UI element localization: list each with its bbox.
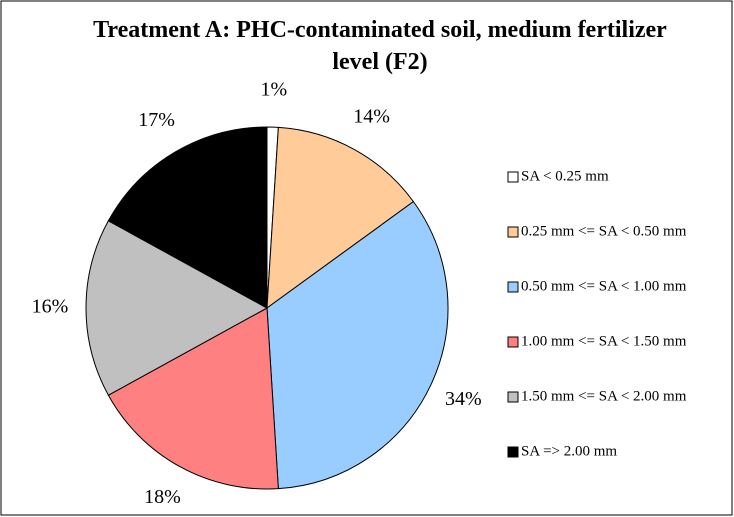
legend-label: SA => 2.00 mm — [521, 443, 617, 459]
legend-label: 1.50 mm <= SA < 2.00 mm — [521, 388, 687, 404]
pie-slice — [107, 126, 268, 309]
data-label: 16% — [32, 296, 69, 318]
pie-slice — [266, 126, 415, 310]
legend-swatch — [507, 391, 519, 403]
legend-swatch — [507, 446, 519, 458]
legend-swatch — [507, 171, 519, 183]
legend-label: 1.00 mm <= SA < 1.50 mm — [521, 333, 687, 349]
legend-swatch — [507, 226, 519, 238]
legend-swatch — [507, 336, 519, 348]
legend-label: 0.25 mm <= SA < 0.50 mm — [521, 223, 687, 239]
legend-swatch — [507, 281, 519, 293]
chart-title: Treatment A: PHC-contaminated soil, medi… — [93, 17, 667, 75]
data-label: 17% — [138, 109, 175, 131]
legend-label: 0.50 mm <= SA < 1.00 mm — [521, 278, 687, 294]
data-label: 14% — [353, 105, 390, 127]
data-label: 34% — [445, 388, 482, 410]
legend-label: SA < 0.25 mm — [521, 168, 609, 184]
pie-slice — [266, 200, 449, 490]
data-label: 18% — [144, 486, 181, 508]
pie-slice — [107, 307, 279, 490]
data-label: 1% — [260, 79, 287, 101]
pie-slice — [85, 220, 269, 396]
